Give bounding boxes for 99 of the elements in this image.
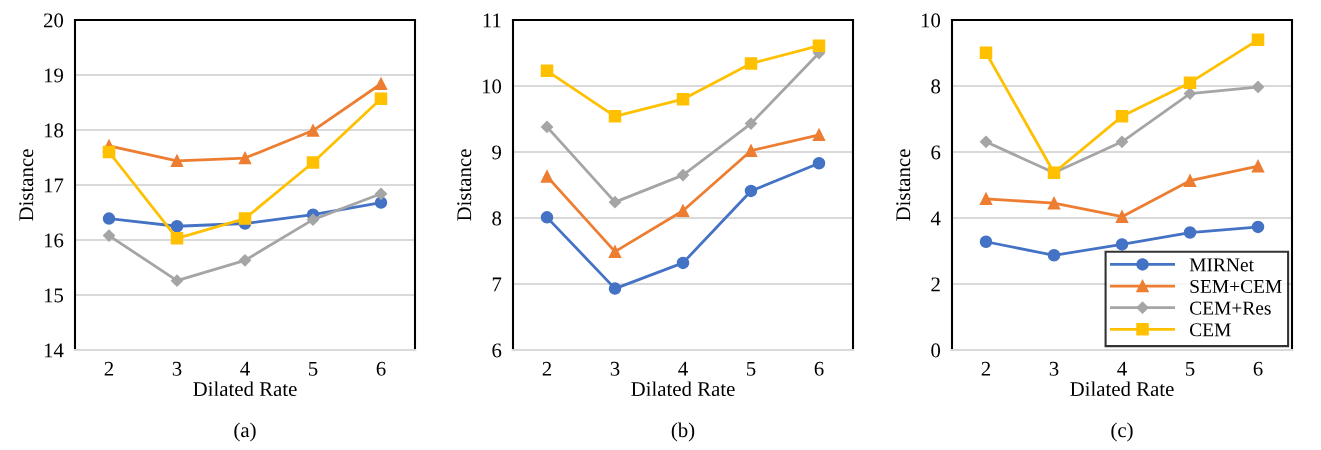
point xyxy=(1115,135,1129,148)
point xyxy=(979,46,993,59)
x-tick-label: 6 xyxy=(814,361,824,376)
point xyxy=(1251,33,1265,47)
point xyxy=(1115,110,1129,123)
y-axis-title: Distance xyxy=(457,149,472,221)
point xyxy=(1183,76,1197,89)
point xyxy=(812,39,826,52)
y-tick-label: 17 xyxy=(44,178,64,193)
x-axis-title: Dilated Rate xyxy=(193,381,297,397)
point xyxy=(979,192,993,206)
y-tick-label: 18 xyxy=(44,123,64,138)
y-tick-label: 8 xyxy=(492,211,502,226)
point xyxy=(608,245,622,258)
y-tick-label: 10 xyxy=(921,13,941,28)
x-axis-title: Dilated Rate xyxy=(631,381,735,397)
point xyxy=(1251,80,1265,94)
point xyxy=(374,92,388,105)
point xyxy=(540,170,554,183)
y-tick-label: 16 xyxy=(44,233,64,248)
point xyxy=(238,254,252,267)
point xyxy=(608,282,622,295)
x-tick-label: 2 xyxy=(981,361,991,376)
point xyxy=(676,256,690,270)
point xyxy=(1115,210,1129,223)
point xyxy=(170,219,184,233)
point xyxy=(102,229,116,242)
y-tick-label: 7 xyxy=(492,277,502,292)
y-tick-label: 14 xyxy=(44,343,64,358)
legend-label: SEM+CEM xyxy=(1190,279,1282,294)
x-tick-label: 2 xyxy=(104,361,114,376)
x-tick-label: 6 xyxy=(376,361,386,376)
point xyxy=(744,144,758,157)
point xyxy=(1047,249,1061,262)
point xyxy=(102,212,116,225)
x-tick-label: 2 xyxy=(542,361,552,376)
point xyxy=(744,117,758,130)
x-tick-label: 4 xyxy=(240,361,250,376)
point xyxy=(1251,159,1265,173)
point xyxy=(676,204,690,217)
x-tick-label: 3 xyxy=(610,361,620,376)
point xyxy=(540,120,554,134)
point xyxy=(374,77,388,91)
y-tick-label: 8 xyxy=(931,79,941,94)
y-tick-label: 6 xyxy=(931,145,941,160)
text: (c) xyxy=(1111,422,1133,442)
point xyxy=(1251,220,1265,234)
point xyxy=(306,156,320,169)
legend-label: CEM+Res xyxy=(1190,301,1271,315)
point xyxy=(812,128,826,142)
x-tick-label: 4 xyxy=(678,361,688,376)
y-tick-label: 2 xyxy=(931,277,940,292)
point xyxy=(540,211,554,224)
point xyxy=(1183,174,1197,187)
point xyxy=(102,145,116,159)
y-tick-label: 4 xyxy=(930,211,941,226)
y-tick-label: 9 xyxy=(492,145,502,160)
point xyxy=(979,135,993,148)
point xyxy=(170,154,184,168)
x-tick-label: 6 xyxy=(1253,361,1263,376)
point xyxy=(306,213,320,226)
y-axis-title: Distance xyxy=(896,149,911,221)
point xyxy=(676,92,690,106)
point xyxy=(238,212,252,225)
x-tick-label: 5 xyxy=(1186,361,1195,376)
text: (b) xyxy=(671,422,695,442)
point xyxy=(608,110,622,123)
point xyxy=(306,124,320,137)
y-tick-label: 11 xyxy=(483,13,501,28)
x-axis-title: Dilated Rate xyxy=(1070,381,1174,397)
y-axis-title: Distance xyxy=(19,149,34,221)
point xyxy=(744,57,758,70)
point xyxy=(1047,196,1061,210)
point xyxy=(1115,238,1129,251)
y-tick-label: 19 xyxy=(44,68,64,83)
text: (a) xyxy=(234,422,256,442)
x-tick-label: 3 xyxy=(1049,361,1059,376)
point xyxy=(1183,226,1197,239)
point xyxy=(374,187,388,200)
x-tick-label: 5 xyxy=(309,361,318,376)
point xyxy=(812,156,826,170)
point xyxy=(170,274,184,287)
point xyxy=(744,184,758,198)
point xyxy=(979,235,993,249)
y-tick-label: 6 xyxy=(492,343,502,358)
y-tick-label: 10 xyxy=(482,79,502,94)
y-tick-label: 15 xyxy=(44,288,64,303)
point xyxy=(170,232,184,245)
x-tick-label: 4 xyxy=(1117,361,1127,376)
x-tick-label: 3 xyxy=(172,361,182,376)
point xyxy=(540,64,554,78)
legend-label: CEM xyxy=(1190,323,1231,337)
y-tick-label: 0 xyxy=(931,343,941,358)
legend-label: MIRNet xyxy=(1189,258,1254,272)
point xyxy=(238,151,252,165)
point xyxy=(608,196,622,209)
x-tick-label: 5 xyxy=(747,361,756,376)
y-tick-label: 20 xyxy=(43,13,64,28)
point xyxy=(676,169,690,182)
